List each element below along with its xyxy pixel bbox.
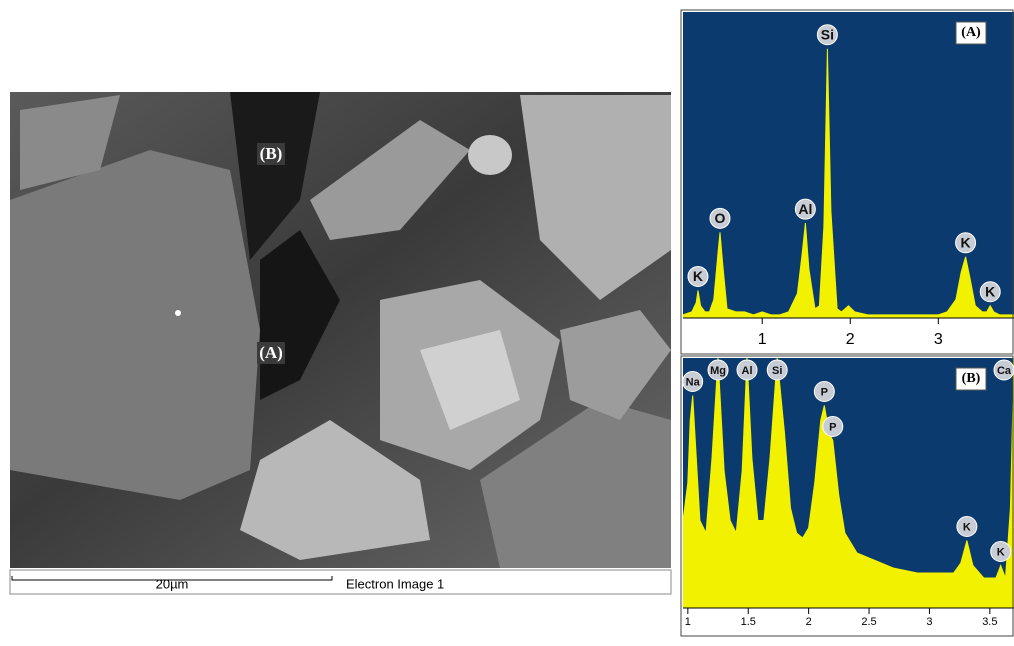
peak-label: K (961, 235, 971, 251)
x-tick-label: 2 (806, 616, 812, 628)
x-tick-label: 2.5 (861, 616, 876, 628)
caption: Electron Image 1 (346, 576, 444, 591)
x-tick-label: 1.5 (741, 616, 756, 628)
peak-label: O (715, 210, 726, 226)
peak-label: P (829, 421, 836, 433)
x-tick-label: 2 (846, 331, 855, 348)
x-tick-label: 1 (685, 616, 691, 628)
image-label: (A) (259, 343, 283, 362)
image-label: (B) (260, 144, 283, 163)
x-tick-label: 3 (926, 616, 932, 628)
panel-title: (B) (962, 371, 981, 386)
peak-label: Al (798, 201, 812, 217)
scale-label: 20µm (156, 576, 189, 591)
x-tick-label: 3.5 (982, 616, 997, 628)
peak-label: K (985, 283, 995, 299)
peak-label: Mg (710, 365, 726, 377)
x-tick-label: 3 (934, 331, 943, 348)
peak-label: P (821, 386, 828, 398)
figure: (B) (A) 20µm Electron Image 1 1 2 3 (A) K O Al… (0, 0, 1014, 641)
caption-bar (10, 570, 671, 594)
peak-label: K (693, 268, 703, 284)
peak-label: Al (742, 365, 753, 377)
peak-label: Na (686, 376, 701, 388)
peak-label: K (997, 546, 1005, 558)
peak-label: Ca (997, 365, 1012, 377)
sem-image (10, 92, 671, 568)
x-tick-label: 1 (758, 331, 767, 348)
peak-label: Si (772, 365, 782, 377)
peak-label: Si (821, 26, 834, 42)
panel-title: (A) (961, 25, 981, 40)
peak-label: K (963, 521, 971, 533)
